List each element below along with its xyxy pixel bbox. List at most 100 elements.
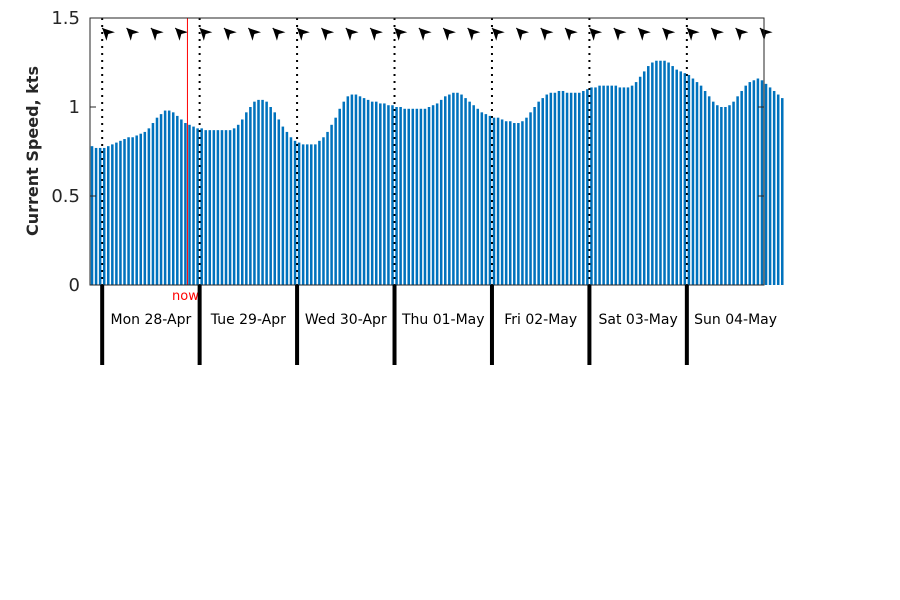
direction-arrow-shaft <box>247 27 255 35</box>
speed-bar <box>192 126 195 285</box>
speed-bar <box>480 112 484 285</box>
direction-arrow-shaft <box>101 27 109 35</box>
direction-arrow-shaft <box>199 27 207 35</box>
speed-bar <box>561 90 565 285</box>
speed-bar <box>553 92 557 285</box>
speed-bar <box>350 94 354 285</box>
speed-bar <box>586 89 589 285</box>
speed-bar <box>472 105 475 285</box>
speed-bar <box>492 117 496 286</box>
speed-bar <box>675 69 678 286</box>
speed-bar <box>744 85 747 285</box>
speed-bar <box>756 78 760 286</box>
speed-bar <box>285 131 289 285</box>
speed-bar <box>143 131 147 285</box>
speed-bar <box>687 74 691 286</box>
speed-bar <box>119 140 122 285</box>
speed-bar <box>423 108 427 285</box>
speed-bar <box>476 108 480 285</box>
speed-bar <box>740 90 743 285</box>
speed-bar <box>342 101 346 285</box>
speed-bar <box>724 107 727 285</box>
speed-bar <box>508 121 512 286</box>
plot-area-background <box>90 18 764 285</box>
speed-bar <box>314 144 317 285</box>
speed-bar <box>776 94 780 285</box>
speed-bar <box>139 133 143 285</box>
speed-bar <box>196 128 199 285</box>
direction-arrow-shaft <box>321 27 328 35</box>
speed-bar <box>257 99 260 285</box>
speed-bar <box>188 124 191 285</box>
direction-arrow-shaft <box>588 27 596 35</box>
speed-bar <box>594 87 597 285</box>
speed-bar <box>220 130 224 285</box>
direction-arrow-shaft <box>272 27 280 35</box>
speed-bar <box>155 117 159 286</box>
speed-bar <box>484 114 488 286</box>
speed-bar <box>439 99 443 285</box>
speed-bar <box>167 110 171 285</box>
speed-bar <box>699 85 703 285</box>
y-axis: 0 0.5 1 1.5 <box>51 8 764 296</box>
speed-bars <box>90 60 784 286</box>
speed-bar <box>659 60 662 285</box>
speed-bar <box>395 107 398 285</box>
direction-arrow-shaft <box>613 27 621 35</box>
speed-bar <box>736 96 739 285</box>
speed-bar <box>391 105 394 285</box>
speed-bar <box>667 62 670 285</box>
day-dotted-lines <box>101 18 688 285</box>
speed-bar <box>269 107 272 285</box>
speed-bar <box>716 105 719 285</box>
speed-bar <box>147 128 151 285</box>
speed-bar <box>224 130 228 285</box>
direction-arrow-shaft <box>637 27 645 35</box>
direction-arrow-shaft <box>126 27 133 35</box>
speed-bar <box>642 71 646 286</box>
speed-bar <box>663 60 666 285</box>
speed-bar <box>115 142 118 285</box>
speed-bar <box>626 87 630 285</box>
direction-arrow-shaft <box>540 27 548 35</box>
speed-bar <box>537 101 540 285</box>
direction-arrow-shaft <box>418 27 426 35</box>
speed-bar <box>435 103 439 285</box>
plot-area-frame <box>89 17 765 286</box>
speed-bar <box>590 87 593 285</box>
speed-bar <box>159 114 163 286</box>
direction-arrow-shaft <box>174 27 182 35</box>
speed-bar <box>102 147 106 285</box>
y-axis-label: Current Speed, kts <box>23 66 42 236</box>
speed-bar <box>565 92 569 285</box>
speed-bar <box>180 119 183 286</box>
speed-bar <box>630 85 634 285</box>
speed-bar <box>598 85 601 285</box>
speed-bar <box>370 101 374 285</box>
speed-bar <box>151 123 155 286</box>
speed-bar <box>732 101 735 285</box>
speed-bar <box>431 105 435 285</box>
speed-bar <box>720 107 723 285</box>
speed-bar <box>582 90 585 285</box>
speed-bar <box>549 92 553 285</box>
day-label: Sun 04-May <box>694 312 777 328</box>
speed-bar <box>768 87 772 285</box>
now-label: now <box>172 289 199 304</box>
speed-bar <box>760 80 764 285</box>
speed-bar <box>541 98 544 285</box>
day-label: Thu 01-May <box>401 312 485 328</box>
speed-bar <box>354 94 358 285</box>
speed-bar <box>452 92 455 285</box>
day-separators <box>100 285 689 365</box>
speed-bar <box>297 142 301 285</box>
speed-bar <box>362 98 366 285</box>
speed-bar <box>545 94 549 285</box>
speed-bar <box>602 85 605 285</box>
speed-bar <box>379 103 382 285</box>
speed-bar <box>456 92 459 285</box>
speed-bar <box>419 108 423 285</box>
direction-arrow-shaft <box>759 27 767 35</box>
speed-bar <box>468 101 471 285</box>
direction-arrow-shaft <box>150 27 158 35</box>
